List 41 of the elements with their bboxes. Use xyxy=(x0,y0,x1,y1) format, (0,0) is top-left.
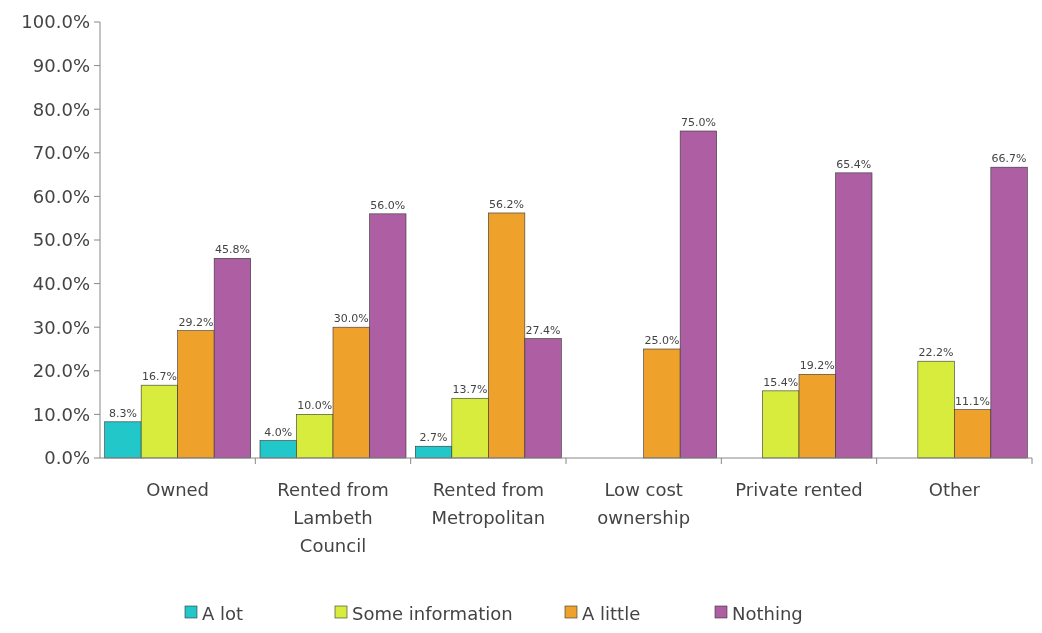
x-tick-label: Other xyxy=(928,479,981,500)
x-tick-label: Rented from Metropolitan xyxy=(431,479,546,528)
y-tick-label: 10.0% xyxy=(32,403,90,425)
y-tick-label: 100.0% xyxy=(21,11,90,33)
y-tick-label: 40.0% xyxy=(32,272,90,294)
data-label: 22.2% xyxy=(918,346,954,360)
legend-label: Some information xyxy=(352,603,513,624)
data-label: 45.8% xyxy=(214,243,250,257)
y-tick-label: 0.0% xyxy=(44,447,90,469)
data-label: 19.2% xyxy=(799,359,835,373)
data-label: 30.0% xyxy=(333,312,369,326)
data-label: 29.2% xyxy=(178,315,214,329)
data-label: 16.7% xyxy=(141,370,177,384)
y-tick-label: 70.0% xyxy=(32,142,90,164)
data-label: 13.7% xyxy=(452,383,488,397)
data-label: 11.1% xyxy=(955,394,991,408)
y-tick-label: 30.0% xyxy=(32,316,90,338)
y-tick-label: 80.0% xyxy=(32,98,90,120)
data-label: 56.0% xyxy=(370,198,406,212)
x-tick-label: Owned xyxy=(146,479,210,500)
y-tick-label: 90.0% xyxy=(32,54,90,76)
legend-label: A lot xyxy=(202,603,244,624)
x-tick-label: Private rented xyxy=(735,479,863,500)
data-label: 10.0% xyxy=(297,399,333,413)
y-tick-label: 50.0% xyxy=(32,229,90,251)
legend-label: Nothing xyxy=(732,603,803,624)
x-tick-label: Rented from Lambeth Council xyxy=(277,479,389,556)
data-label: 75.0% xyxy=(680,116,716,129)
data-label: 15.4% xyxy=(763,375,799,389)
data-label: 66.7% xyxy=(991,152,1027,166)
data-label: 2.7% xyxy=(419,431,448,445)
data-label: 8.3% xyxy=(108,406,137,420)
legend-label: A little xyxy=(582,603,641,624)
data-label: 56.2% xyxy=(489,197,525,211)
data-label: 4.0% xyxy=(264,425,293,439)
data-label: 27.4% xyxy=(525,323,561,337)
data-label: 65.4% xyxy=(836,157,872,171)
y-tick-label: 20.0% xyxy=(32,360,90,382)
y-tick-label: 60.0% xyxy=(32,185,90,207)
x-tick-label: Low cost ownership xyxy=(597,479,691,528)
data-label: 25.0% xyxy=(644,334,680,347)
